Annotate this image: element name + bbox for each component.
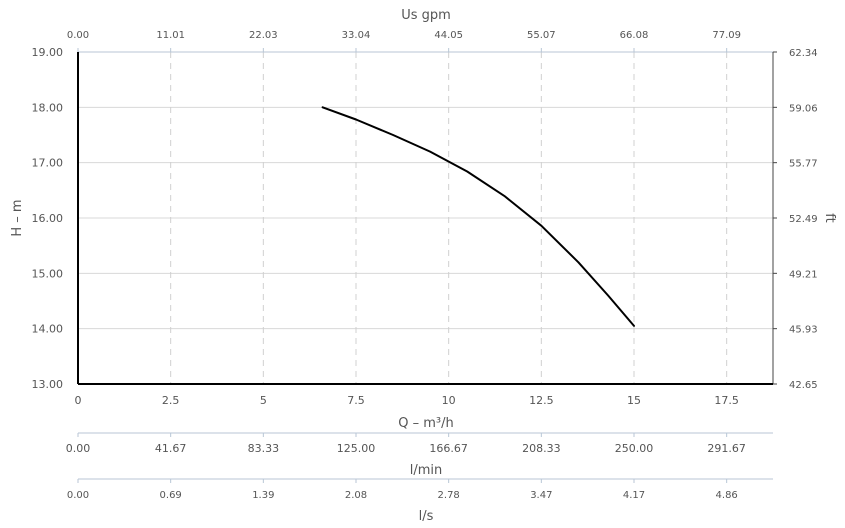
top-tick-label-6: 66.08 [620,30,649,41]
y2-tick-label-5: 59.06 [789,103,818,114]
ls-tick-label-7: 4.86 [716,490,738,501]
y2-tick-label-0: 42.65 [789,380,818,391]
y-tick-label-4: 17.00 [32,157,64,170]
y2-tick-label-3: 52.49 [789,214,818,225]
top-tick-label-0: 0.00 [67,30,89,41]
x-tick-label-7: 17.5 [714,394,739,407]
y-tick-label-6: 19.00 [32,46,64,59]
x-tick-label-3: 7.5 [347,394,365,407]
y2-axis-title: ft [822,213,837,222]
y2-tick-label-6: 62.34 [789,48,818,59]
x-tick-label-6: 15 [627,394,641,407]
plot-frame [77,48,777,483]
tick-labels: 0 0.00 0.00 0.00 2.5 11.01 41.67 0.69 5 22.03 83.3… [32,30,818,501]
top-tick-label-7: 77.09 [712,30,741,41]
top-tick-label-5: 55.07 [527,30,556,41]
ls-tick-label-0: 0.00 [67,490,89,501]
ls-axis-title: l/s [419,509,434,524]
x-tick-label-1: 2.5 [162,394,180,407]
ls-tick-label-5: 3.47 [530,490,552,501]
series-layer [321,106,635,327]
lmin-axis-title: l/min [410,463,443,478]
top-tick-label-2: 22.03 [249,30,278,41]
y-tick-label-2: 15.00 [32,267,64,280]
series-line-0 [321,106,635,327]
ls-tick-label-2: 1.39 [252,490,274,501]
ls-tick-label-1: 0.69 [160,490,182,501]
lmin-tick-label-0: 0.00 [66,442,91,455]
y-axis-title: H – m [10,199,25,236]
y-tick-label-5: 18.00 [32,101,64,114]
x-tick-label-5: 12.5 [529,394,554,407]
y-tick-label-0: 13.00 [32,378,64,391]
x-tick-label-4: 10 [442,394,456,407]
top-tick-label-1: 11.01 [156,30,185,41]
lmin-tick-label-3: 125.00 [337,442,376,455]
x-axis-title: Q – m³/h [398,416,454,431]
grid-lines [78,51,773,385]
top-tick-label-4: 44.05 [434,30,463,41]
y2-tick-label-1: 45.93 [789,325,818,336]
x-tick-label-2: 5 [260,394,267,407]
y-tick-label-1: 14.00 [32,323,64,336]
y2-tick-label-2: 49.21 [789,269,818,280]
lmin-tick-label-2: 83.33 [248,442,280,455]
top-tick-label-3: 33.04 [342,30,371,41]
lmin-tick-label-7: 291.67 [707,442,746,455]
y-tick-label-3: 16.00 [32,212,64,225]
lmin-tick-label-1: 41.67 [155,442,187,455]
y2-tick-label-4: 55.77 [789,159,818,170]
ls-tick-label-3: 2.08 [345,490,367,501]
lmin-tick-label-6: 250.00 [615,442,654,455]
x-tick-label-0: 0 [75,394,82,407]
lmin-tick-label-5: 208.33 [522,442,561,455]
top-axis-title: Us gpm [401,8,451,23]
lmin-tick-label-4: 166.67 [429,442,468,455]
ls-tick-label-4: 2.78 [438,490,460,501]
ls-tick-label-6: 4.17 [623,490,645,501]
